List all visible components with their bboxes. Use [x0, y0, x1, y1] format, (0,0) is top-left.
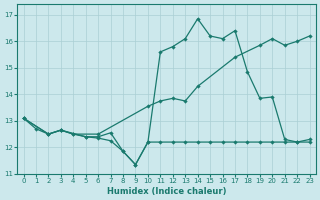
X-axis label: Humidex (Indice chaleur): Humidex (Indice chaleur)	[107, 187, 226, 196]
